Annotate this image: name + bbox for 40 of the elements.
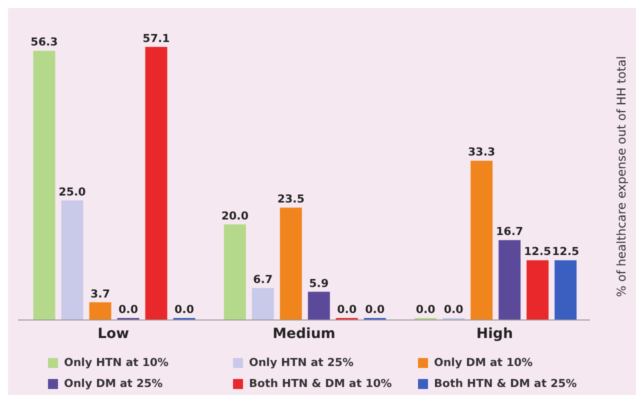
y-axis-title: % of healthcare expense out of HH total <box>614 56 628 297</box>
legend-label: Only HTN at 25% <box>249 356 354 369</box>
data-label: 12.5 <box>552 245 580 258</box>
data-label: 33.3 <box>468 146 496 159</box>
bar <box>89 302 112 320</box>
data-label: 20.0 <box>221 209 249 222</box>
bar <box>280 208 302 320</box>
legend-label: Both HTN & DM at 25% <box>434 377 577 390</box>
legend-label: Both HTN & DM at 10% <box>249 377 392 390</box>
bar <box>470 160 493 320</box>
data-label: 25.0 <box>58 185 86 198</box>
bar <box>33 50 56 320</box>
data-label: 12.5 <box>524 245 552 258</box>
bar <box>308 292 330 320</box>
data-label: 5.9 <box>309 276 329 290</box>
bar <box>145 46 168 320</box>
data-label: 3.7 <box>90 287 110 300</box>
bar <box>526 260 549 320</box>
data-label: 6.7 <box>253 272 273 286</box>
bar <box>498 240 521 320</box>
bar <box>224 224 246 320</box>
data-label: 0.0 <box>337 303 358 316</box>
legend-label: Only DM at 10% <box>434 356 533 369</box>
data-label: 16.7 <box>496 225 524 238</box>
data-label: 23.5 <box>277 192 304 206</box>
x-tick-label: Medium <box>272 326 336 342</box>
x-tick-label: Low <box>98 326 130 342</box>
data-label: 57.1 <box>142 32 170 45</box>
bar <box>61 200 84 320</box>
data-label: 0.0 <box>174 303 194 316</box>
bar <box>554 260 577 320</box>
data-label: 0.0 <box>365 303 386 316</box>
legend-label: Only HTN at 10% <box>64 356 169 369</box>
data-label: 0.0 <box>118 303 138 316</box>
data-label: 0.0 <box>444 303 464 316</box>
legend-label: Only DM at 25% <box>64 377 163 390</box>
data-label: 56.3 <box>30 36 58 49</box>
x-tick-label: High <box>476 326 513 342</box>
data-label: 0.0 <box>416 303 436 316</box>
bar <box>252 288 274 320</box>
